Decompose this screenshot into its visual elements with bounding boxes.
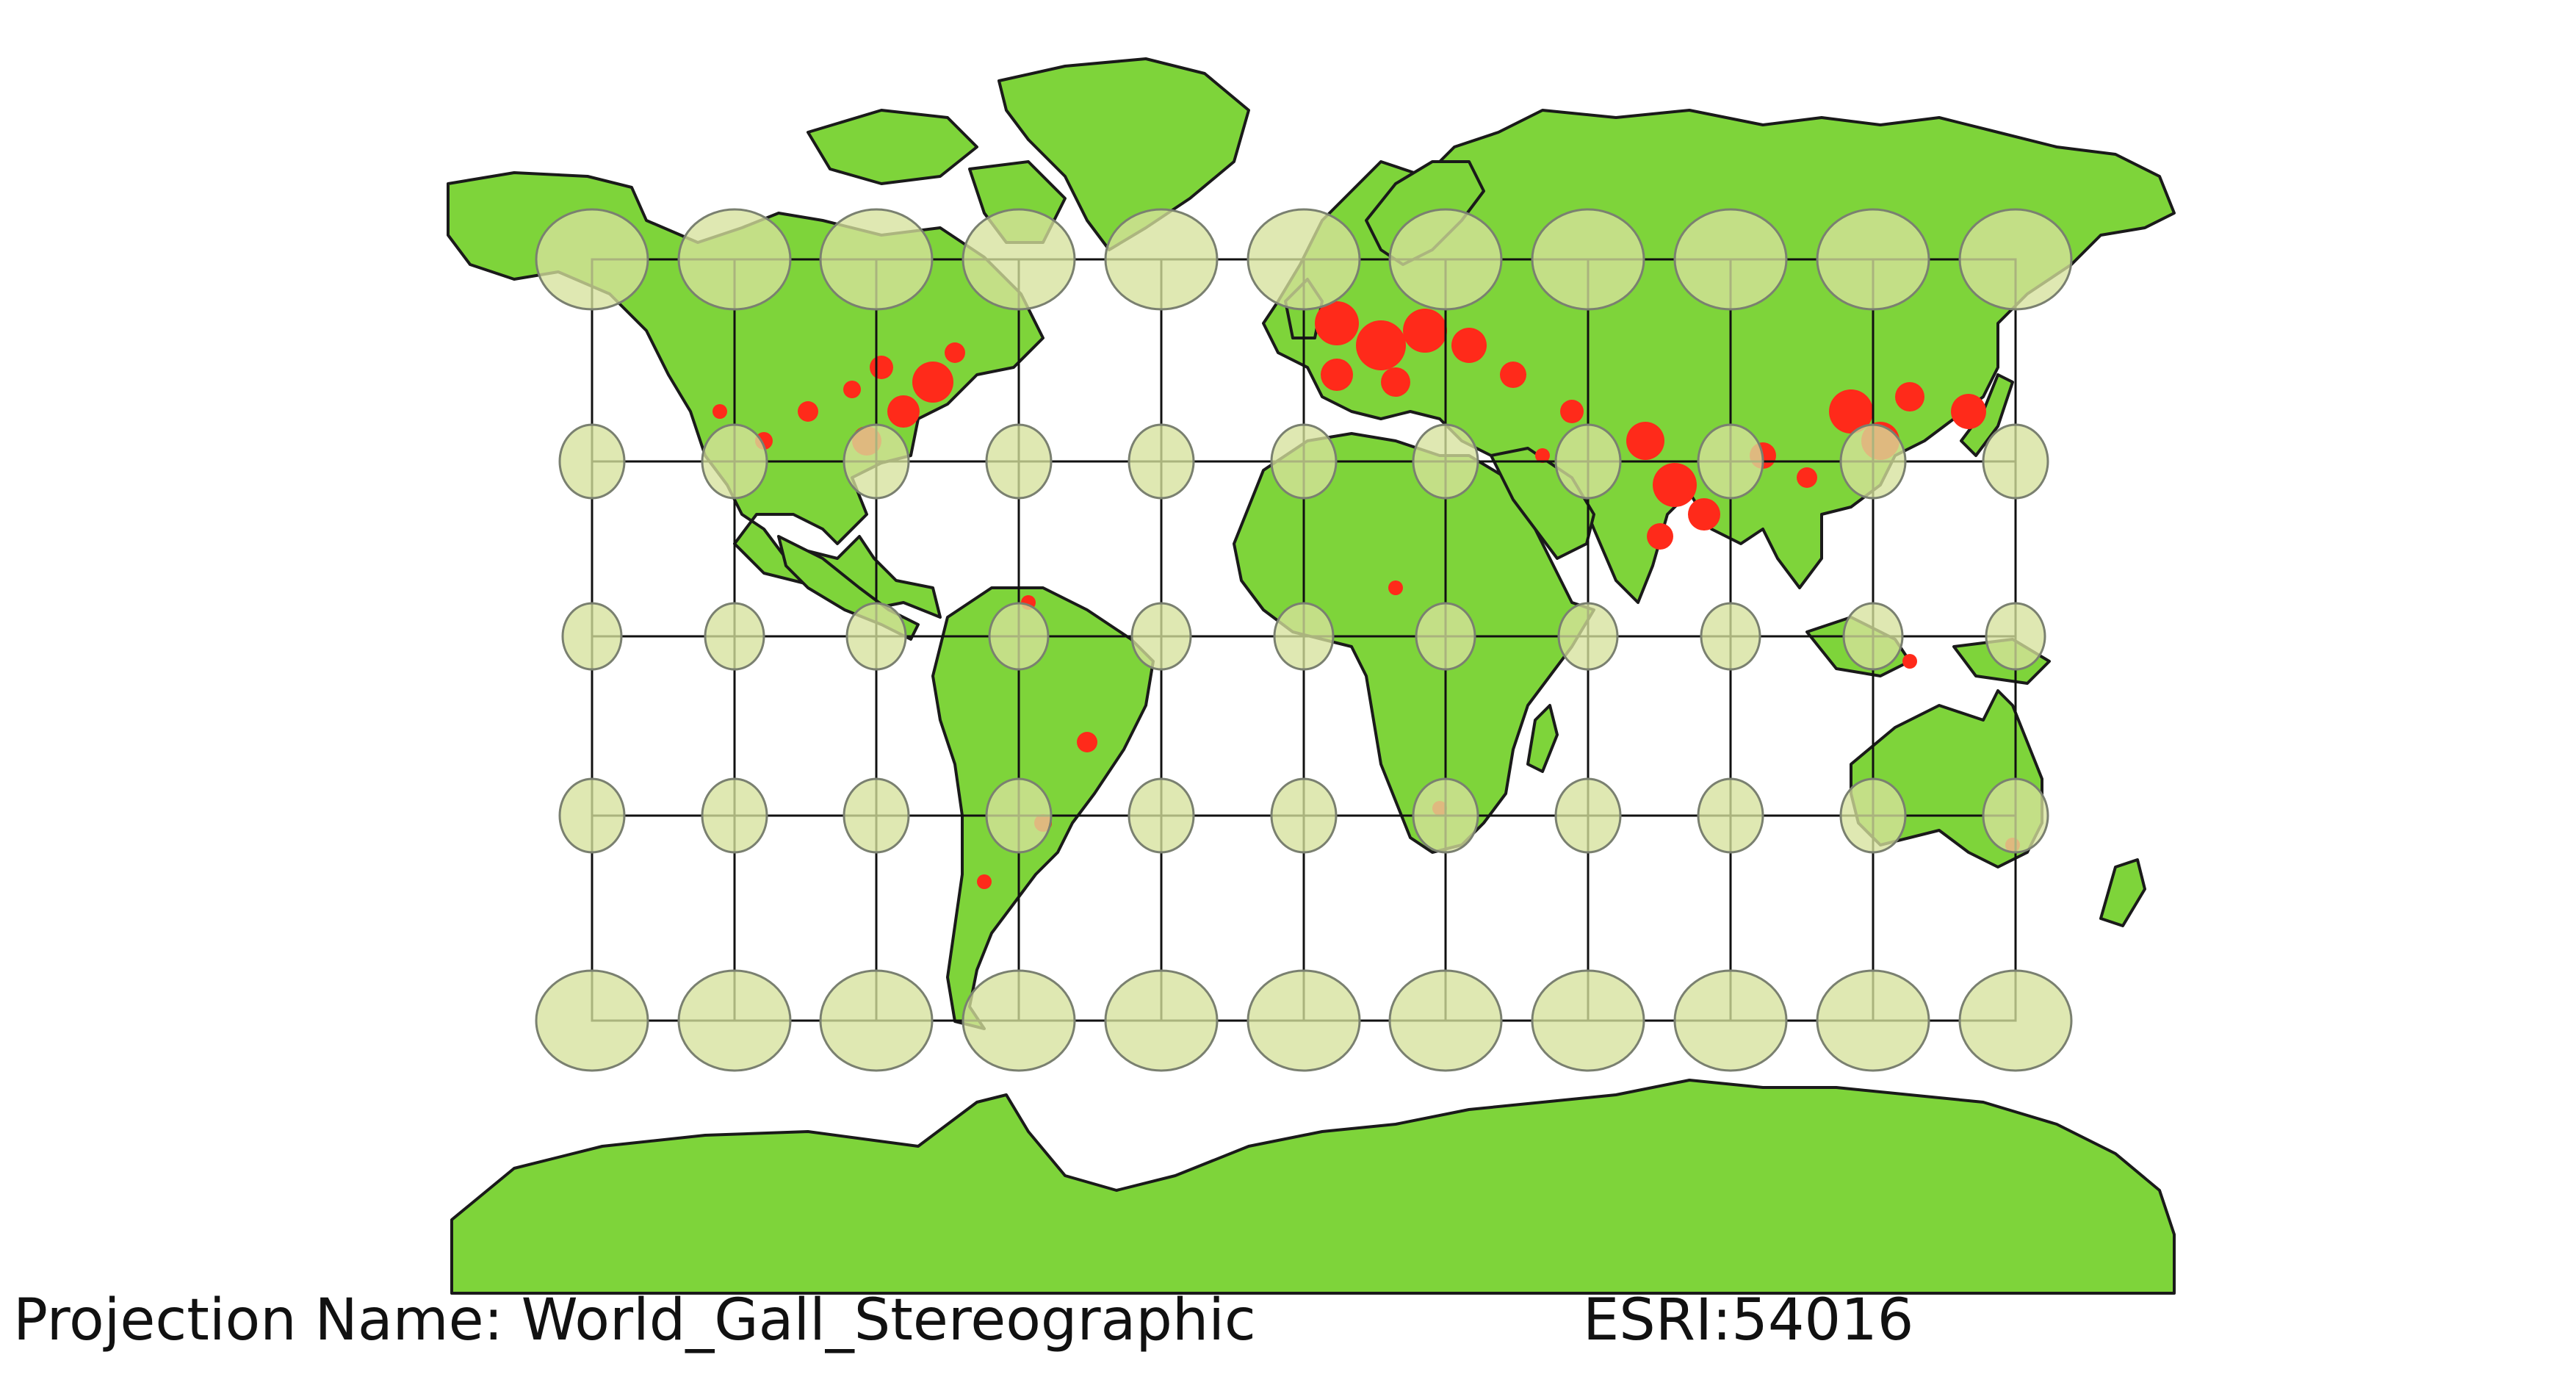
tissot-ellipse xyxy=(1104,969,1219,1072)
tissot-ellipse xyxy=(1273,602,1335,671)
tissot-ellipse xyxy=(1531,969,1645,1072)
tissot-ellipse xyxy=(1128,777,1195,854)
projection-name-label: Projection Name: World_Gall_Stereographi… xyxy=(13,1287,1256,1353)
tissot-ellipse xyxy=(1246,208,1361,311)
tissot-ellipse xyxy=(558,777,626,854)
populated-places xyxy=(712,301,2020,889)
tissot-ellipse xyxy=(843,777,910,854)
tissot-ellipse xyxy=(819,969,934,1072)
madagascar xyxy=(1526,704,1559,773)
tissot-ellipse xyxy=(561,602,623,671)
tissot-ellipse xyxy=(1700,602,1761,671)
tissot-ellipse xyxy=(1270,777,1338,854)
tissot-ellipse xyxy=(1270,423,1338,500)
tissot-ellipse xyxy=(677,969,792,1072)
tissot-ellipse xyxy=(985,423,1053,500)
tissot-ellipse xyxy=(701,423,768,500)
tissot-ellipse xyxy=(1557,602,1619,671)
antarctica xyxy=(450,1079,2176,1295)
tissot-ellipse xyxy=(962,969,1076,1072)
tissot-ellipse xyxy=(1130,602,1192,671)
tissot-ellipse xyxy=(1958,208,2073,311)
tissot-ellipse xyxy=(1839,423,1907,500)
tissot-ellipse xyxy=(988,602,1050,671)
tissot-ellipse xyxy=(1673,969,1788,1072)
tissot-ellipse xyxy=(1415,602,1476,671)
tissot-ellipse xyxy=(1697,777,1764,854)
tissot-ellipse xyxy=(1554,777,1622,854)
tissot-ellipse xyxy=(1554,423,1622,500)
tissot-ellipse xyxy=(1958,969,2073,1072)
tissot-ellipse xyxy=(962,208,1076,311)
tissot-ellipse xyxy=(985,777,1053,854)
tissot-ellipse xyxy=(1531,208,1645,311)
tissot-ellipse xyxy=(535,969,649,1072)
new-zealand xyxy=(2099,858,2146,927)
tissot-ellipse xyxy=(1412,423,1479,500)
tissot-ellipse xyxy=(701,777,768,854)
tissot-indicatrix xyxy=(535,208,2073,1072)
tissot-ellipse xyxy=(1842,602,1904,671)
tissot-ellipse xyxy=(1697,423,1764,500)
tissot-ellipse xyxy=(819,208,934,311)
tissot-ellipse xyxy=(1839,777,1907,854)
tissot-ellipse xyxy=(1673,208,1788,311)
crs-code-label: ESRI:54016 xyxy=(1583,1287,1914,1353)
tissot-ellipse xyxy=(704,602,765,671)
tissot-ellipse xyxy=(1388,208,1503,311)
tissot-ellipse xyxy=(1982,777,2049,854)
arctic-islands xyxy=(807,109,978,185)
tissot-ellipse xyxy=(535,208,649,311)
tissot-ellipse xyxy=(1128,423,1195,500)
tissot-ellipse xyxy=(1104,208,1219,311)
tissot-ellipse xyxy=(1388,969,1503,1072)
tissot-ellipse xyxy=(1816,208,1930,311)
tissot-ellipse xyxy=(1816,969,1930,1072)
tissot-ellipse xyxy=(558,423,626,500)
tissot-ellipse xyxy=(1412,777,1479,854)
tissot-ellipse xyxy=(677,208,792,311)
tissot-ellipse xyxy=(843,423,910,500)
tissot-ellipse xyxy=(1246,969,1361,1072)
tissot-ellipse xyxy=(1985,602,2046,671)
tissot-ellipse xyxy=(1982,423,2049,500)
tissot-ellipse xyxy=(845,602,907,671)
